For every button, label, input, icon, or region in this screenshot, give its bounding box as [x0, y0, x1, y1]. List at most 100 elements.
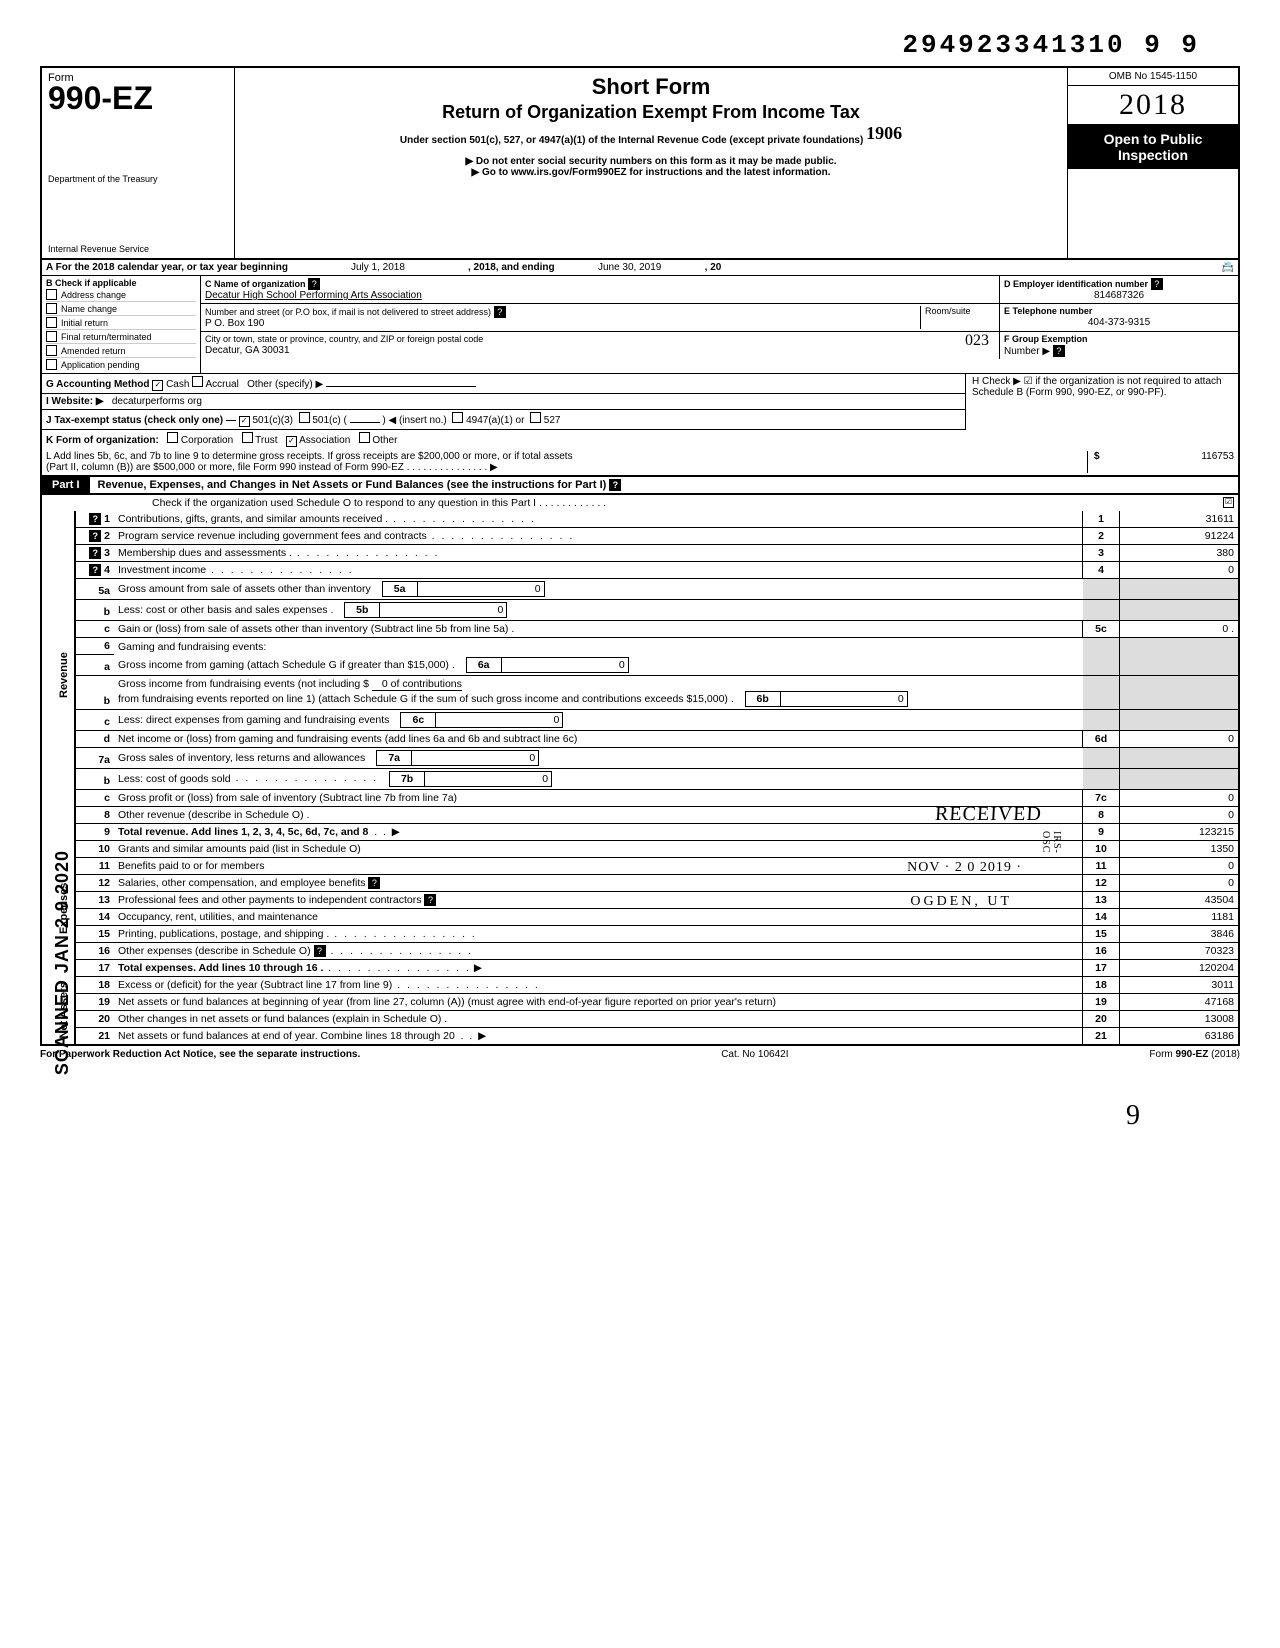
- amt-20: 13008: [1120, 1010, 1240, 1027]
- chk-assoc[interactable]: ✓: [286, 436, 297, 447]
- amt-14: 1181: [1120, 908, 1240, 925]
- help-icon[interactable]: ?: [314, 945, 326, 957]
- ln-6a: a: [75, 655, 114, 676]
- help-icon[interactable]: ?: [89, 513, 101, 525]
- help-icon[interactable]: ?: [308, 278, 320, 290]
- part-1-label: Part I: [42, 477, 90, 493]
- row-a-tax-year: A For the 2018 calendar year, or tax yea…: [40, 260, 1240, 276]
- box-1: 1: [1083, 511, 1120, 528]
- desc-6b-contrib: 0 of contributions: [372, 678, 462, 691]
- chk-cash[interactable]: ✓: [152, 380, 163, 391]
- ln-6c: c: [75, 709, 114, 730]
- desc-5b: Less: cost or other basis and sales expe…: [118, 604, 333, 616]
- box-12: 12: [1083, 874, 1120, 891]
- phone-value: 404-373-9315: [1004, 317, 1234, 328]
- ln-21: 21: [75, 1027, 114, 1045]
- section-l-line1: L Add lines 5b, 6c, and 7b to line 9 to …: [46, 451, 1087, 462]
- desc-8: Other revenue (describe in Schedule O) .: [118, 809, 309, 821]
- chk-final-return[interactable]: Final return/terminated: [46, 330, 196, 344]
- warning-1: ▶ Do not enter social security numbers o…: [245, 156, 1057, 167]
- chk-corp[interactable]: [167, 432, 178, 443]
- help-icon[interactable]: ?: [1053, 345, 1065, 357]
- ln-5b: b: [75, 600, 114, 621]
- chk-trust[interactable]: [242, 432, 253, 443]
- addr-label: Number and street (or P.O box, if mail i…: [205, 307, 491, 317]
- ln-5a: 5a: [75, 579, 114, 600]
- amt-12: 0: [1120, 874, 1240, 891]
- ib-5a: 5a: [383, 582, 418, 596]
- ogden-stamp: OGDEN, UT: [910, 894, 1012, 910]
- open-to-public: Open to Public Inspection: [1068, 125, 1238, 169]
- desc-4: Investment income: [118, 564, 206, 576]
- amt-18: 3011: [1120, 976, 1240, 993]
- box-6d: 6d: [1083, 730, 1120, 747]
- desc-15: Printing, publications, postage, and shi…: [118, 928, 329, 940]
- chk-address-change[interactable]: Address change: [46, 288, 196, 302]
- chk-4947[interactable]: [452, 412, 463, 423]
- section-g-label: G Accounting Method: [46, 379, 150, 390]
- box-16: 16: [1083, 942, 1120, 959]
- help-icon[interactable]: ?: [424, 894, 436, 906]
- desc-6c: Less: direct expenses from gaming and fu…: [118, 713, 389, 725]
- chk-501c[interactable]: [299, 412, 310, 423]
- ln-5c: c: [75, 621, 114, 638]
- section-k: K Form of organization: Corporation Trus…: [40, 430, 1240, 449]
- page-footer: For Paperwork Reduction Act Notice, see …: [40, 1046, 1240, 1060]
- ln-11: 11: [75, 857, 114, 874]
- accrual-label: Accrual: [205, 379, 238, 390]
- desc-19: Net assets or fund balances at beginning…: [118, 996, 776, 1008]
- help-icon[interactable]: ?: [89, 547, 101, 559]
- chk-501c3[interactable]: ✓: [239, 416, 250, 427]
- amt-7c: 0: [1120, 789, 1240, 806]
- desc-7a: Gross sales of inventory, less returns a…: [118, 751, 365, 763]
- help-icon[interactable]: ?: [609, 479, 621, 491]
- section-i: I Website: ▶ decaturperforms org: [42, 394, 965, 410]
- ln-17: 17: [75, 959, 114, 976]
- help-icon[interactable]: ?: [89, 564, 101, 576]
- section-b-h-grid: B Check if applicable Address change Nam…: [40, 276, 1240, 374]
- desc-5c: Gain or (loss) from sale of assets other…: [118, 623, 514, 635]
- desc-9: Total revenue. Add lines 1, 2, 3, 4, 5c,…: [118, 826, 368, 838]
- amt-21: 63186: [1120, 1027, 1240, 1045]
- chk-amended[interactable]: Amended return: [46, 344, 196, 358]
- website-label: I Website: ▶: [46, 396, 104, 407]
- ln-8: 8: [75, 806, 114, 823]
- chk-name-change[interactable]: Name change: [46, 302, 196, 316]
- chk-other-org[interactable]: [359, 432, 370, 443]
- scanned-stamp: SCANNED JAN 2 9 2020: [52, 850, 73, 1075]
- ln-4: 4: [104, 564, 110, 576]
- chk-527[interactable]: [530, 412, 541, 423]
- org-name: Decatur High School Performing Arts Asso…: [205, 290, 422, 301]
- chk-schedule-o[interactable]: ☑: [1223, 497, 1234, 508]
- ibv-5b: 0: [380, 603, 506, 617]
- desc-6: Gaming and fundraising events:: [114, 638, 1083, 655]
- section-b: B Check if applicable Address change Nam…: [42, 276, 201, 373]
- ib-6b: 6b: [746, 692, 781, 706]
- help-icon[interactable]: ?: [89, 530, 101, 542]
- desc-13: Professional fees and other payments to …: [118, 894, 422, 906]
- ib-6c: 6c: [401, 713, 436, 727]
- amt-9: 123215: [1120, 823, 1240, 840]
- document-id: 294923341310 9 9: [40, 30, 1240, 60]
- section-d-label: D Employer identification number: [1004, 279, 1148, 289]
- chk-app-pending[interactable]: Application pending: [46, 358, 196, 371]
- chk-initial-return[interactable]: Initial return: [46, 316, 196, 330]
- ln-14: 14: [75, 908, 114, 925]
- other-label: Other: [372, 435, 397, 446]
- other-specify: Other (specify) ▶: [247, 379, 323, 390]
- help-icon[interactable]: ?: [1151, 278, 1163, 290]
- insert-no: ) ◀ (insert no.): [382, 415, 446, 426]
- chk-accrual[interactable]: [192, 376, 203, 387]
- box-20: 20: [1083, 1010, 1120, 1027]
- amt-2: 91224: [1120, 528, 1240, 545]
- tax-year: 2018: [1068, 86, 1238, 125]
- help-icon[interactable]: ?: [368, 877, 380, 889]
- chk-label: Application pending: [61, 360, 140, 370]
- form-header: Form 990-EZ Department of the Treasury I…: [40, 66, 1240, 260]
- chk-label: Final return/terminated: [61, 332, 152, 342]
- ln-12: 12: [75, 874, 114, 891]
- revenue-sidelabel: Revenue: [41, 511, 75, 840]
- desc-17: Total expenses. Add lines 10 through 16 …: [118, 962, 323, 974]
- help-icon[interactable]: ?: [494, 306, 506, 318]
- section-b-label: B Check if applicable: [46, 278, 196, 288]
